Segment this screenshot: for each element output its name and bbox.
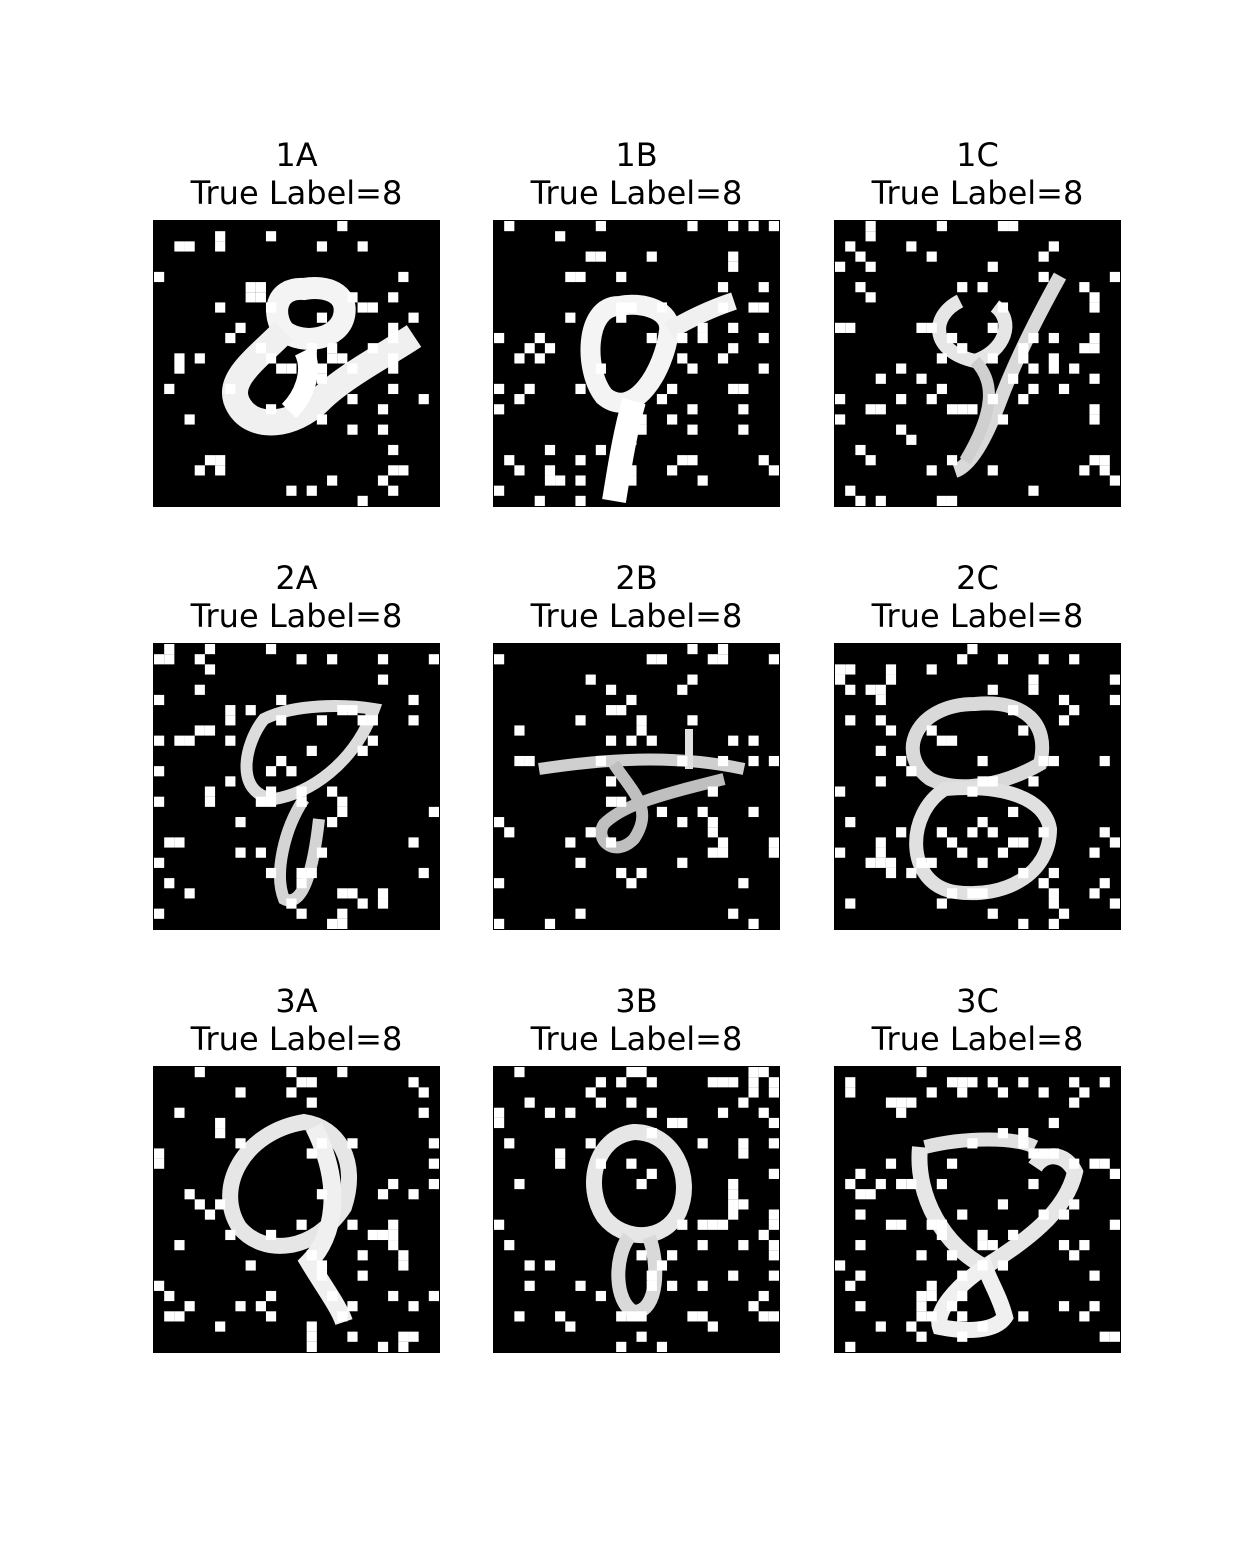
digit-image: [834, 643, 1121, 930]
panel-label: True Label=8: [871, 597, 1084, 635]
digit-image-1C: [835, 221, 1120, 506]
noise-pixels: [154, 644, 439, 929]
panel-id: 2C: [956, 559, 999, 597]
digit-image-3C: [835, 1067, 1120, 1352]
panel-label: True Label=8: [530, 1020, 743, 1058]
panel-label: True Label=8: [190, 597, 403, 635]
digit-image-1B: [494, 221, 779, 506]
panel-id: 1A: [275, 136, 318, 174]
digit-image: [153, 643, 440, 930]
digit-image: [153, 1066, 440, 1353]
digit-image: [834, 220, 1121, 507]
digit-image-3B: [494, 1067, 779, 1352]
panel-label: True Label=8: [190, 174, 403, 212]
digit-image-1A: [154, 221, 429, 506]
noise-pixels: [154, 221, 429, 506]
digit-image: [153, 220, 440, 507]
digit-image-2A: [154, 644, 439, 929]
digit-image-2B: [494, 644, 779, 929]
panel-label: True Label=8: [871, 1020, 1084, 1058]
digit-image: [834, 1066, 1121, 1353]
digit-image: [493, 220, 780, 507]
panel-id: 3C: [956, 982, 999, 1020]
panel-id: 1C: [956, 136, 999, 174]
noise-pixels: [835, 221, 1120, 506]
noise-pixels: [835, 1067, 1120, 1352]
digit-image: [493, 1066, 780, 1353]
panel-id: 2B: [615, 559, 658, 597]
panel-id: 3A: [275, 982, 318, 1020]
noise-pixels: [494, 1067, 779, 1352]
digit-image-2C: [835, 644, 1120, 929]
panel-label: True Label=8: [530, 174, 743, 212]
panel-id: 3B: [615, 982, 658, 1020]
noise-pixels: [835, 644, 1120, 929]
noise-pixels: [494, 221, 779, 506]
noise-pixels: [154, 1067, 439, 1352]
digit-image: [493, 643, 780, 930]
panel-label: True Label=8: [871, 174, 1084, 212]
noise-pixels: [494, 644, 779, 929]
panel-label: True Label=8: [530, 597, 743, 635]
panel-id: 2A: [275, 559, 318, 597]
panel-label: True Label=8: [190, 1020, 403, 1058]
panel-id: 1B: [615, 136, 658, 174]
digit-image-3A: [154, 1067, 439, 1352]
